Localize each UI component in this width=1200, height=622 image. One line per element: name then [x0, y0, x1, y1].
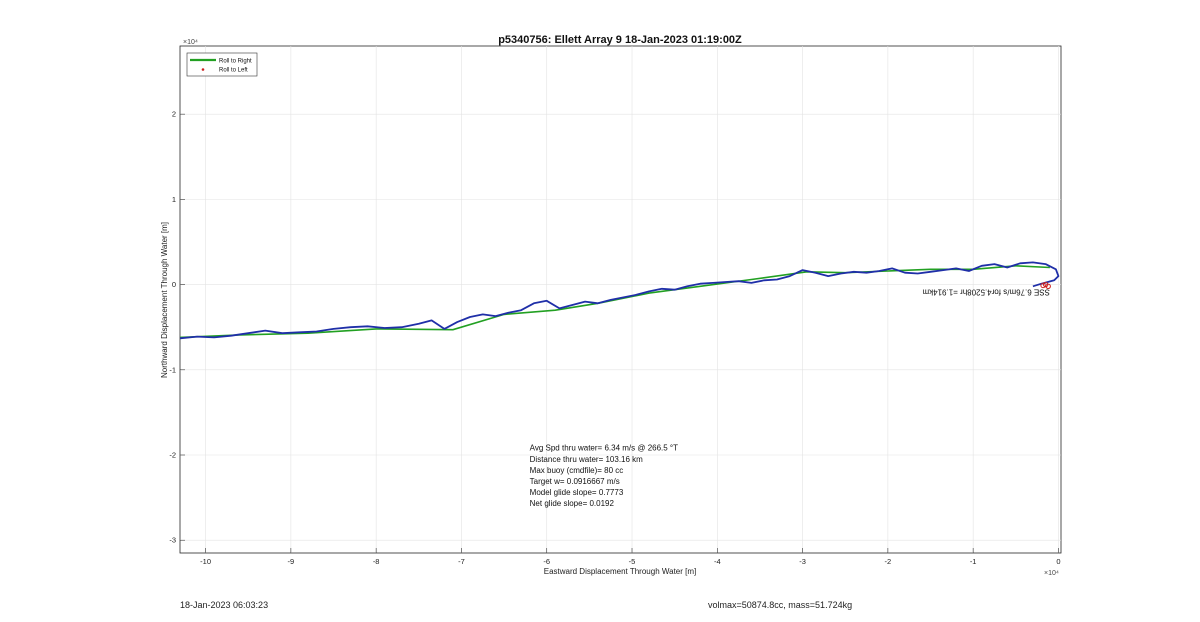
x-exponent-label: ×10⁴	[1044, 570, 1059, 577]
y-exponent-label: ×10⁴	[183, 39, 198, 46]
stats-annotation: Avg Spd thru water= 6.34 m/s @ 266.5 °T	[530, 444, 678, 453]
x-axis-label: Eastward Displacement Through Water [m]	[544, 567, 697, 576]
x-tick-label: -1	[970, 557, 977, 566]
y-tick-label: -1	[169, 365, 176, 374]
legend-swatch-roll-left	[201, 68, 205, 71]
x-tick-label: -7	[458, 557, 465, 566]
legend-box	[186, 52, 258, 77]
stats-annotation: Model glide slope= 0.7773	[530, 488, 624, 497]
x-axis-ticks: -10 -9 -8 -7 -6 -5 -4 -3 -2 -1 0	[200, 548, 1061, 566]
x-tick-label: -3	[799, 557, 806, 566]
x-tick-label: -9	[288, 557, 295, 566]
footer-volmax: volmax=50874.8cc, mass=51.724kg	[708, 600, 853, 610]
stats-annotation: Target w= 0.0916667 m/s	[530, 477, 620, 486]
y-tick-label: 2	[172, 110, 176, 119]
legend-label-roll-left: Roll to Left	[219, 68, 248, 74]
stats-annotation: Max buoy (cmdfile)= 80 cc	[530, 466, 624, 475]
legend: Roll to Right Roll to Left	[186, 52, 258, 77]
roll-left-marker	[1045, 283, 1051, 289]
y-tick-label: -3	[169, 536, 176, 545]
chart-title: p5340756: Ellett Array 9 18-Jan-2023 01:…	[498, 34, 742, 46]
footer-datetime: 18-Jan-2023 06:03:23	[180, 600, 269, 610]
y-axis-label: Northward Displacement Through Water [m]	[160, 222, 169, 378]
stats-annotation: Net glide slope= 0.0192	[530, 499, 615, 508]
roll-left-marker	[1040, 282, 1046, 289]
series-layer	[179, 261, 1060, 340]
grid	[180, 46, 1061, 553]
series-line-2	[179, 261, 1060, 340]
y-tick-label: 0	[172, 280, 176, 289]
current-label: SSE 6.76m/s for4.5208hr =1.914km	[922, 288, 1050, 297]
x-tick-label: -8	[373, 557, 380, 566]
x-tick-label: -10	[200, 557, 211, 566]
annotations: Avg Spd thru water= 6.34 m/s @ 266.5 °T D…	[530, 288, 1050, 508]
y-tick-label: -2	[169, 451, 176, 460]
x-tick-label: -6	[543, 557, 550, 566]
x-tick-label: -5	[629, 557, 636, 566]
x-tick-label: -2	[885, 557, 892, 566]
stats-annotation: Distance thru water= 103.16 km	[530, 455, 644, 464]
x-tick-label: -4	[714, 557, 721, 566]
legend-label-roll-right: Roll to Right	[219, 59, 252, 65]
y-tick-label: 1	[172, 195, 176, 204]
y-axis-ticks: -3 -2 -1 0 1 2	[169, 110, 185, 545]
x-tick-label: 0	[1056, 557, 1060, 566]
